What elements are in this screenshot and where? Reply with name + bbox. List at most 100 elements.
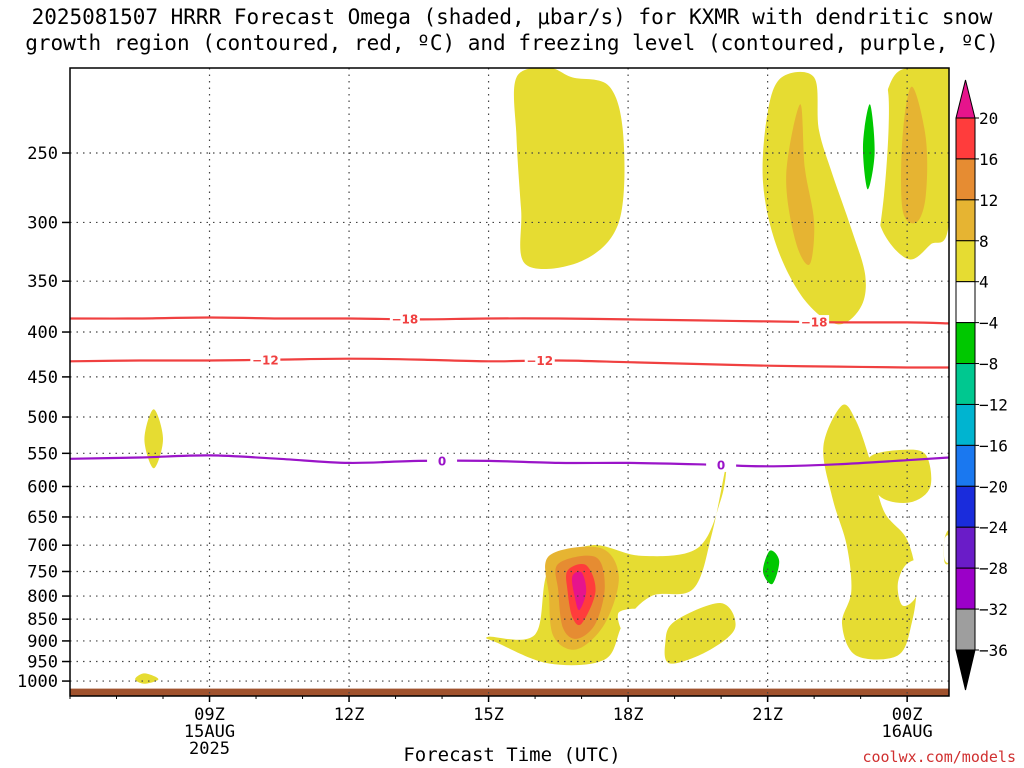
colorbar-label: −20	[979, 477, 1008, 496]
colorbar-box	[955, 526, 976, 569]
contour-label: 0	[438, 454, 446, 468]
grid-lines	[70, 68, 949, 696]
x-tick-label: 2025	[189, 739, 230, 759]
y-tick-label: 750	[27, 562, 58, 582]
x-tick-label: 00Z	[892, 705, 923, 725]
colorbar-label: 20	[979, 109, 998, 128]
colorbar-label: 12	[979, 191, 998, 210]
x-tick-label: 15AUG	[184, 722, 235, 742]
y-tick-label: 800	[27, 587, 58, 607]
y-tick-label: 400	[27, 323, 58, 343]
contour-label: −12	[526, 354, 553, 368]
omega-region	[897, 350, 919, 398]
colorbar-box	[955, 199, 976, 242]
omega-region	[897, 558, 926, 607]
x-axis-label: Forecast Time (UTC)	[403, 744, 621, 766]
contour-label: −12	[252, 353, 279, 367]
omega-region	[135, 673, 159, 684]
omega-region	[866, 449, 932, 503]
y-tick-label: 950	[27, 653, 58, 673]
colorbar-box	[955, 322, 976, 365]
colorbar-box	[955, 117, 976, 160]
x-tick-label: 16AUG	[882, 722, 933, 742]
colorbar-box	[955, 281, 976, 324]
colorbar-over-triangle	[955, 79, 976, 119]
contour-label: 0	[717, 458, 725, 472]
contour-label-bg	[250, 352, 281, 367]
x-tick-label: 12Z	[334, 705, 365, 725]
colorbar-box	[955, 444, 976, 487]
contour-label: −18	[801, 316, 828, 330]
omega-region	[862, 104, 875, 190]
ground-fill	[70, 688, 949, 696]
x-tick-label: 15Z	[473, 705, 504, 725]
omega-region	[702, 246, 726, 398]
y-tick-label: 650	[27, 508, 58, 528]
colorbar-label: −16	[979, 436, 1008, 455]
colorbar-label: −28	[979, 559, 1008, 578]
credit-text[interactable]: coolwx.com/models	[862, 748, 1016, 766]
colorbar-label: 4	[979, 273, 989, 292]
colorbar-box	[955, 608, 976, 651]
omega-region	[617, 608, 644, 634]
contour-label-bg	[389, 312, 420, 327]
colorbar-label: −36	[979, 641, 1008, 660]
omega-region	[762, 71, 866, 325]
chart-title-line2: growth region (contoured, red, ºC) and f…	[25, 31, 999, 55]
y-tick-label: 700	[27, 536, 58, 556]
omega-region	[571, 571, 587, 611]
colorbar-box	[955, 567, 976, 610]
contour-label-bg	[706, 457, 737, 472]
colorbar-box	[955, 240, 976, 283]
y-tick-label: 450	[27, 368, 58, 388]
x-tick-label: 18Z	[613, 705, 644, 725]
chart-title-line1: 2025081507 HRRR Forecast Omega (shaded, …	[31, 5, 993, 29]
colorbar-under-triangle	[955, 649, 976, 691]
colorbar-box	[955, 403, 976, 446]
contour-label-bg	[799, 315, 830, 330]
y-tick-label: 300	[27, 213, 58, 233]
y-tick-label: 350	[27, 272, 58, 292]
omega-region	[464, 665, 545, 684]
omega-region	[200, 563, 210, 589]
temperature-contours: −18 −18 −12 −12 0 0	[70, 312, 949, 472]
y-tick-label: 550	[27, 444, 58, 464]
plot-frame	[69, 67, 950, 697]
omega-region	[553, 449, 643, 512]
contour-label: −18	[391, 313, 418, 327]
ground-surface	[70, 688, 949, 696]
colorbar-label: −32	[979, 600, 1008, 619]
contour-line	[70, 357, 949, 369]
colorbar: 20 16 12 8 4 −4 −8 −12 −16 −20 −24 −28 −32 −36	[955, 79, 1008, 691]
x-tick-label: 21Z	[752, 705, 783, 725]
omega-region	[943, 535, 949, 563]
contour-label-bg	[427, 453, 458, 468]
y-tick-label: 900	[27, 632, 58, 652]
omega-region	[513, 68, 625, 270]
omega-region	[786, 104, 815, 266]
y-tick-label: 1000	[17, 672, 58, 692]
omega-region	[823, 404, 917, 660]
y-axis: 2503003504004505005506006507007508008509…	[17, 144, 70, 692]
omega-region	[664, 603, 736, 664]
chart-title: 2025081507 HRRR Forecast Omega (shaded, …	[0, 4, 1024, 56]
colorbar-box	[955, 485, 976, 528]
colorbar-box	[955, 363, 976, 405]
colorbar-label: −4	[979, 314, 998, 333]
colorbar-label: 8	[979, 232, 989, 251]
y-tick-label: 500	[27, 408, 58, 428]
colorbar-label: −24	[979, 518, 1008, 537]
colorbar-label: −12	[979, 395, 1008, 414]
y-tick-label: 600	[27, 477, 58, 497]
x-tick-label: 09Z	[194, 705, 225, 725]
contour-label-bg	[524, 353, 555, 368]
omega-shading	[135, 68, 949, 685]
colorbar-box	[955, 158, 976, 201]
colorbar-label: −8	[979, 355, 998, 374]
y-tick-label: 250	[27, 144, 58, 164]
contour-line	[70, 454, 949, 468]
colorbar-label: 16	[979, 150, 998, 169]
y-tick-label: 850	[27, 610, 58, 630]
